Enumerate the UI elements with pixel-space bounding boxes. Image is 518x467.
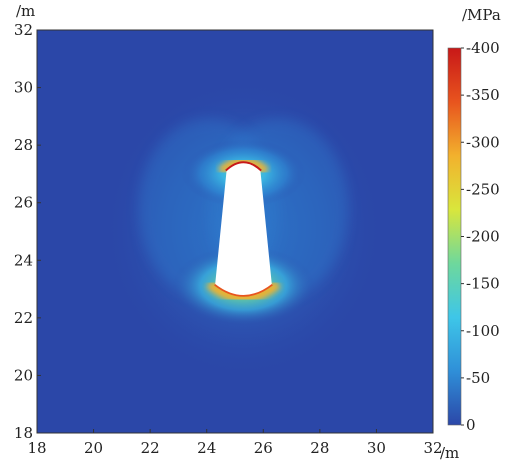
y-tick-label: 32 — [14, 21, 33, 39]
x-tick-label: 30 — [367, 439, 386, 457]
colorbar-tick-label: -200 — [466, 228, 500, 246]
tunnel-opening — [215, 163, 272, 295]
x-tick-label: 20 — [84, 439, 103, 457]
y-tick-label: 26 — [14, 194, 33, 212]
x-tick-label: 22 — [141, 439, 160, 457]
colorbar-tick-label: -400 — [466, 39, 500, 57]
x-axis-unit-label: /m — [440, 444, 459, 462]
colorbar-tick-label: -150 — [466, 275, 500, 293]
colorbar-tick-label: -350 — [466, 86, 500, 104]
colorbar-tick-label: -300 — [466, 133, 500, 151]
x-tick-label: 24 — [197, 439, 216, 457]
colorbar-tick-label: 0 — [466, 416, 476, 434]
colorbar-unit-label: /MPa — [462, 6, 501, 24]
y-axis-unit-label: /m — [16, 2, 35, 20]
x-tick-label: 32 — [423, 439, 442, 457]
y-tick-label: 28 — [14, 136, 33, 154]
y-tick-label: 24 — [14, 251, 33, 269]
colorbar: -400 -350 -300 -250 -200 -150 -100 -50 0 — [447, 39, 500, 434]
colorbar-tick-label: -100 — [466, 322, 500, 340]
colorbar-bar — [447, 47, 462, 426]
y-tick-label: 20 — [14, 366, 33, 384]
y-tick-label: 22 — [14, 309, 33, 327]
axes: 18 20 22 24 26 28 30 32 18 20 22 24 26 28 30 32 — [14, 21, 443, 457]
colorbar-tick-label: -50 — [466, 369, 490, 387]
colorbar-tick-label: -250 — [466, 180, 500, 198]
plot-frame — [36, 29, 434, 434]
x-tick-label: 28 — [310, 439, 329, 457]
y-tick-label: 30 — [14, 79, 33, 97]
y-tick-label: 18 — [14, 424, 33, 442]
plot-area — [37, 30, 433, 433]
x-tick-label: 18 — [27, 439, 46, 457]
x-tick-label: 26 — [254, 439, 273, 457]
floor-peak-outer — [206, 280, 281, 303]
